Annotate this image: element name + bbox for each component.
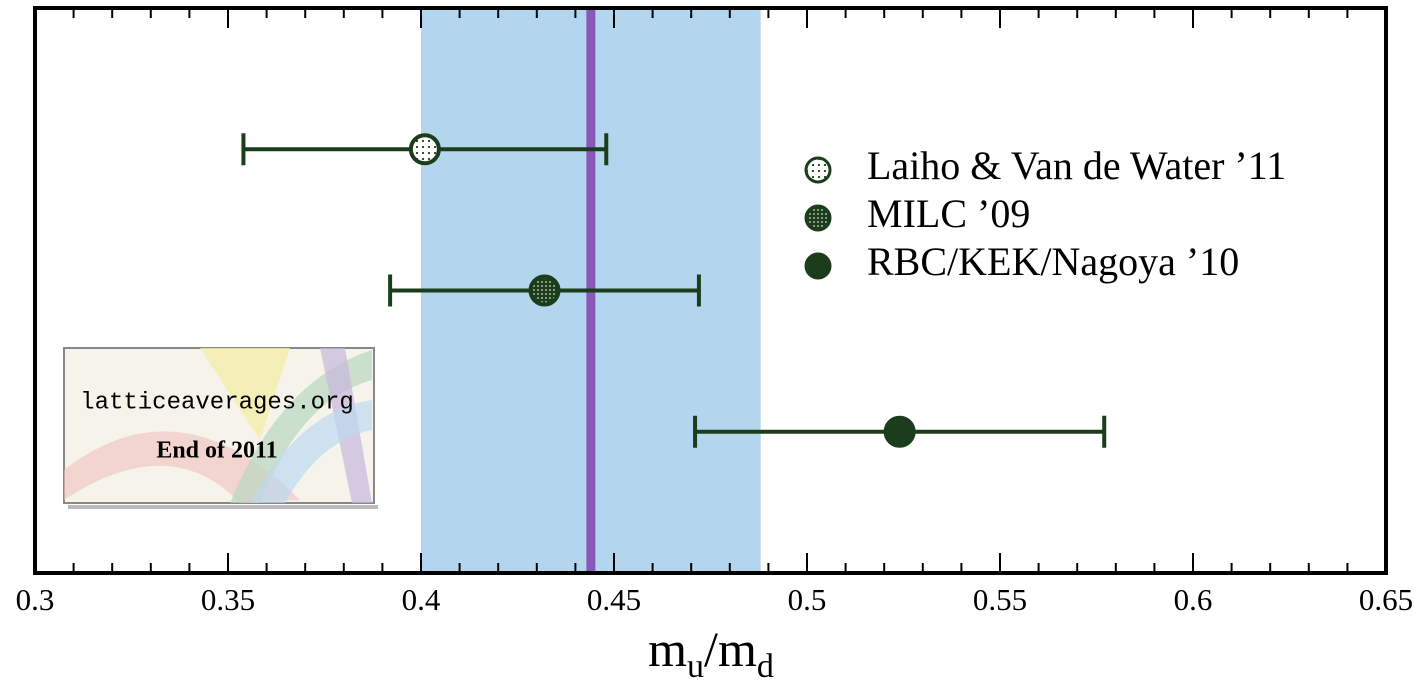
x-tick-label: 0.6 — [1174, 582, 1213, 617]
inset-site: latticeaverages.org — [80, 389, 354, 416]
x-tick-label: 0.45 — [587, 582, 641, 617]
legend-label: MILC ’09 — [867, 191, 1030, 236]
data-point — [528, 274, 561, 307]
legend-marker — [804, 252, 832, 280]
legend-marker — [804, 204, 832, 232]
legend-marker — [804, 156, 832, 184]
inset: latticeaverages.org End of 2011 — [63, 347, 378, 509]
x-tick-label: 0.55 — [973, 582, 1027, 617]
legend-label: RBC/KEK/Nagoya ’10 — [867, 239, 1239, 284]
x-tick-label: 0.35 — [201, 582, 255, 617]
inset-caption: End of 2011 — [156, 438, 277, 464]
data-point — [408, 133, 441, 166]
plot-frame — [33, 6, 1388, 575]
x-axis-label: mu/md — [648, 621, 774, 684]
x-tick-label: 0.5 — [788, 582, 827, 617]
x-tick-label: 0.3 — [16, 582, 55, 617]
data-point — [883, 415, 916, 448]
legend-label: Laiho & Van de Water ’11 — [867, 143, 1286, 188]
x-tick-label: 0.4 — [402, 582, 441, 617]
x-tick-label: 0.65 — [1359, 582, 1413, 617]
